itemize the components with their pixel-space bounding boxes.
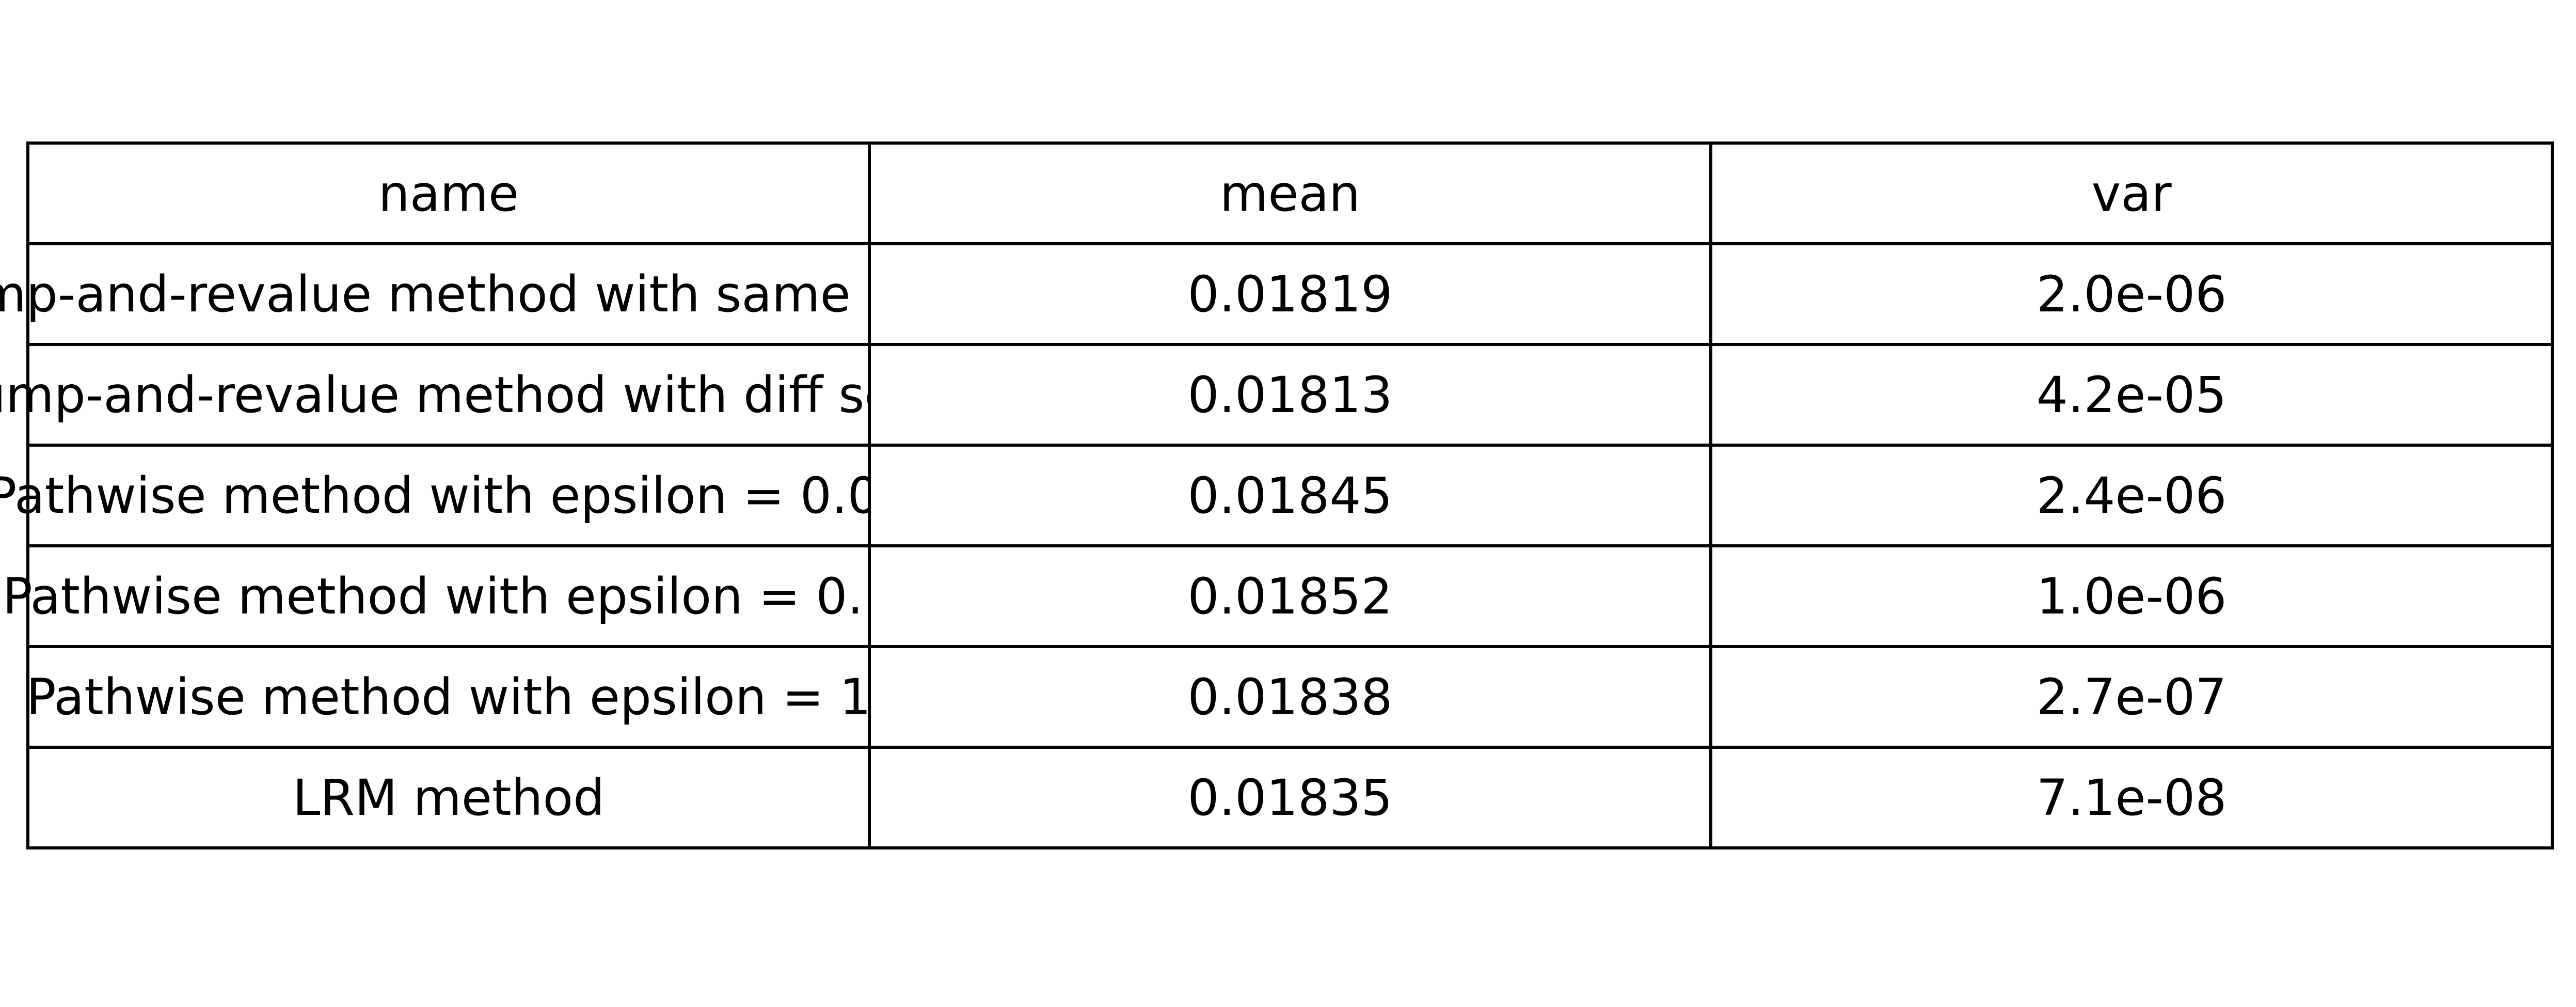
table-row: Pathwise method with epsilon = 0.01 0.01… (0, 444, 2554, 547)
results-table: name mean var Bump-and-revalue method wi… (0, 141, 2554, 849)
cell-mean: 0.01835 (868, 746, 1712, 849)
table-row: Pathwise method with epsilon = 1 0.01838… (26, 645, 2554, 749)
cell-mean: 0.01813 (868, 343, 1712, 447)
cell-name: Pathwise method with epsilon = 0.01 (0, 444, 871, 547)
cell-name: Bump-and-revalue method with diff seed (0, 343, 871, 447)
cell-mean: 0.01838 (868, 645, 1712, 749)
cell-var: 2.0e-06 (1709, 242, 2554, 346)
cell-mean: 0.01852 (868, 544, 1712, 648)
cell-var: 4.2e-05 (1709, 343, 2554, 447)
cell-name: Pathwise method with epsilon = 1 (26, 645, 871, 749)
header-mean: mean (868, 141, 1712, 245)
header-row: name mean var (26, 141, 2554, 245)
table-row: Pathwise method with epsilon = 0.1 0.018… (3, 544, 2554, 648)
table-row: Bump-and-revalue method with same seed 0… (0, 242, 2554, 346)
cell-mean: 0.01819 (868, 242, 1712, 346)
results-table-container: name mean var Bump-and-revalue method wi… (0, 141, 2554, 849)
cell-var: 2.4e-06 (1709, 444, 2554, 547)
header-var: var (1709, 141, 2554, 245)
header-name: name (26, 141, 871, 245)
cell-mean: 0.01845 (868, 444, 1712, 547)
table-row: LRM method 0.01835 7.1e-08 (26, 746, 2554, 849)
cell-var: 7.1e-08 (1709, 746, 2554, 849)
cell-var: 1.0e-06 (1709, 544, 2554, 648)
cell-name: Bump-and-revalue method with same seed (0, 242, 871, 346)
table-row: Bump-and-revalue method with diff seed 0… (0, 343, 2554, 447)
cell-var: 2.7e-07 (1709, 645, 2554, 749)
cell-name: Pathwise method with epsilon = 0.1 (3, 544, 871, 648)
cell-name: LRM method (26, 746, 871, 849)
